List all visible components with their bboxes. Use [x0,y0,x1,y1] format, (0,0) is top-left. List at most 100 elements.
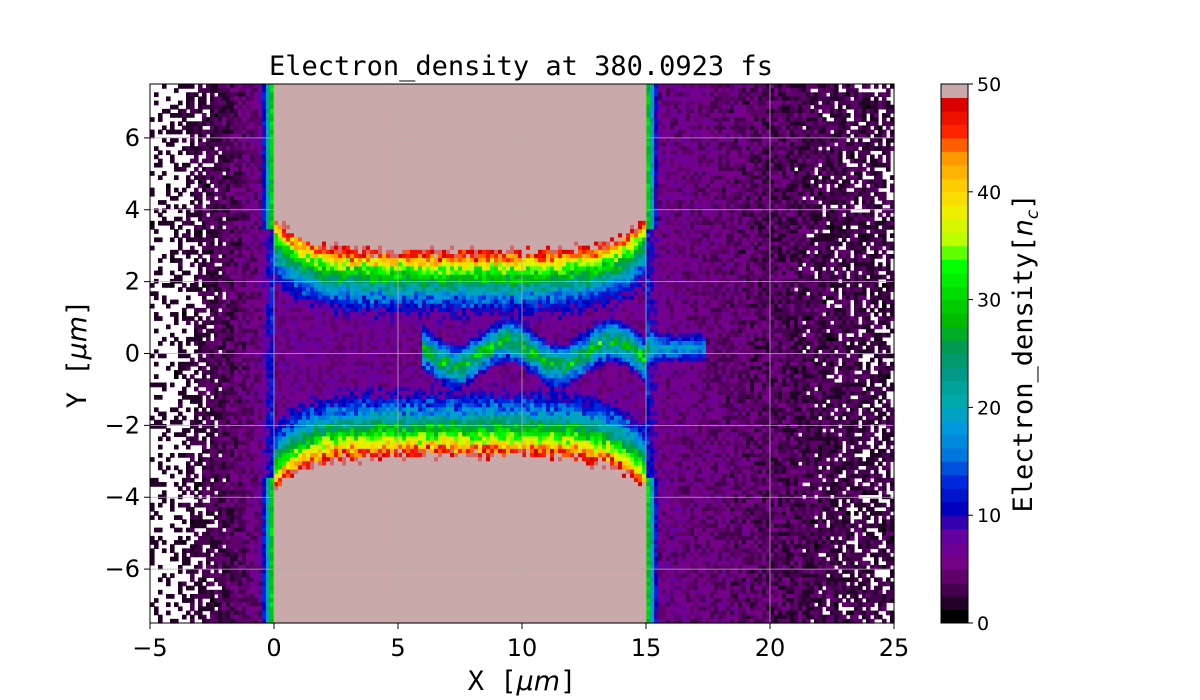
heatmap-cell [742,192,747,197]
heatmap-cell [838,184,843,189]
heatmap-cell [398,200,403,205]
heatmap-cell [730,167,735,172]
heatmap-cell [434,84,439,89]
heatmap-cell [586,105,591,110]
heatmap-cell [782,159,787,164]
heatmap-cell [874,84,879,89]
heatmap-cell [374,179,379,184]
heatmap-cell [722,101,727,106]
heatmap-cell [746,88,751,93]
heatmap-cell [798,163,803,168]
heatmap-cell [290,113,295,118]
heatmap-cell [446,105,451,110]
heatmap-cell [806,109,811,114]
heatmap-cell [714,101,719,106]
heatmap-cell [706,196,711,201]
heatmap-cell [658,150,663,155]
heatmap-cell [618,175,623,180]
heatmap-cell [406,146,411,151]
heatmap-cell [582,188,587,193]
heatmap-cell [286,184,291,189]
heatmap-cell [574,121,579,126]
heatmap-cell [558,113,563,118]
heatmap-cell [342,196,347,201]
heatmap-cell [854,92,859,97]
heatmap-cell [730,200,735,205]
heatmap-cell [498,142,503,147]
heatmap-cell [254,105,259,110]
heatmap-cell [838,159,843,164]
heatmap-cell [190,192,195,197]
heatmap-cell [570,105,575,110]
heatmap-cell [430,121,435,126]
heatmap-cell [474,200,479,205]
heatmap-cell [246,105,251,110]
heatmap-cell [358,138,363,143]
heatmap-cell [798,171,803,176]
heatmap-cell [702,171,707,176]
heatmap-cell [878,142,883,147]
heatmap-cell [614,105,619,110]
heatmap-cell [310,125,315,130]
heatmap-cell [290,84,295,89]
heatmap-cell [550,200,555,205]
heatmap-cell [622,200,627,205]
heatmap-cell [646,130,651,135]
heatmap-cell [810,138,815,143]
heatmap-cell [274,175,279,180]
heatmap-cell [210,200,215,205]
heatmap-cell [834,154,839,159]
heatmap-cell [426,109,431,114]
heatmap-cell [238,150,243,155]
heatmap-cell [506,113,511,118]
heatmap-cell [206,188,211,193]
heatmap-cell [634,171,639,176]
heatmap-cell [198,109,203,114]
heatmap-cell [322,154,327,159]
heatmap-cell [722,117,727,122]
heatmap-cell [554,184,559,189]
heatmap-cell [838,171,843,176]
heatmap-cell [734,142,739,147]
heatmap-cell [454,196,459,201]
heatmap-cell [454,150,459,155]
heatmap-cell [526,159,531,164]
heatmap-cell [178,113,183,118]
heatmap-cell [746,154,751,159]
heatmap-cell [842,130,847,135]
heatmap-cell [502,167,507,172]
heatmap-cell [226,200,231,205]
heatmap-cell [622,121,627,126]
heatmap-cell [622,88,627,93]
heatmap-cell [822,130,827,135]
heatmap-cell [770,171,775,176]
heatmap-cell [718,188,723,193]
heatmap-cell [286,92,291,97]
heatmap-cell [438,188,443,193]
heatmap-cell [454,192,459,197]
heatmap-cell [582,154,587,159]
heatmap-cell [538,138,543,143]
heatmap-cell [158,175,163,180]
heatmap-cell [282,163,287,168]
heatmap-cell [202,175,207,180]
heatmap-cell [186,179,191,184]
heatmap-cell [274,188,279,193]
heatmap-cell [770,92,775,97]
heatmap-cell [882,84,887,89]
heatmap-cell [426,184,431,189]
heatmap-cell [322,159,327,164]
heatmap-cell [362,188,367,193]
heatmap-cell [622,113,627,118]
heatmap-cell [542,159,547,164]
heatmap-cell [566,188,571,193]
heatmap-cell [598,171,603,176]
heatmap-cell [778,188,783,193]
heatmap-cell [166,192,171,197]
heatmap-cell [478,196,483,201]
heatmap-cell [374,121,379,126]
heatmap-cell [418,84,423,89]
heatmap-cell [290,171,295,176]
heatmap-cell [850,192,855,197]
heatmap-cell [574,167,579,172]
